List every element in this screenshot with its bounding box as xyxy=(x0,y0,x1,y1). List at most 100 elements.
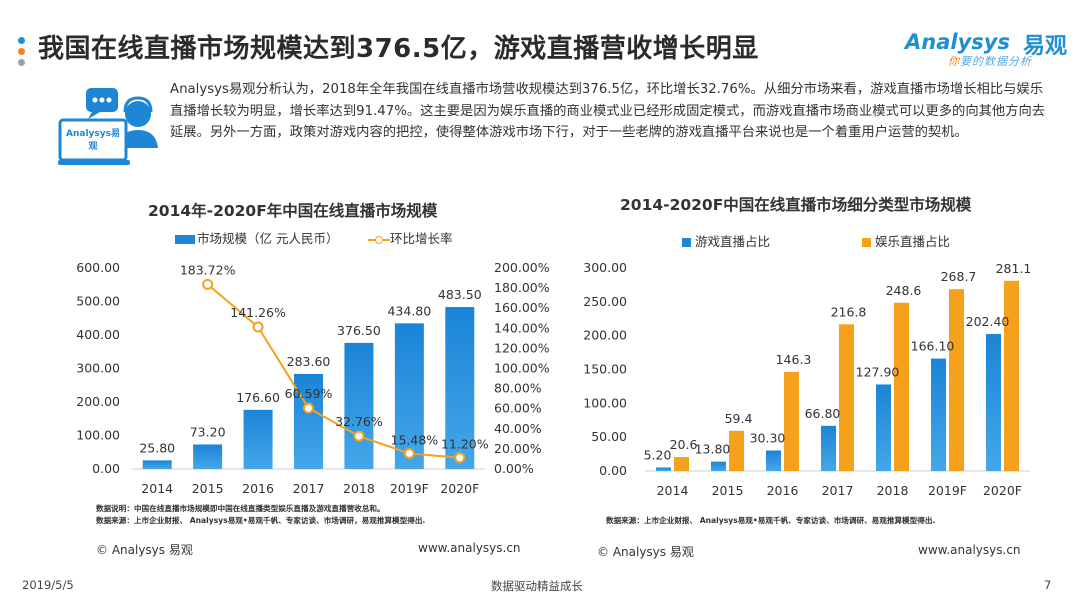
growth-rate-point xyxy=(353,430,365,442)
right-data-note: 数据来源：上市企业财报、 Analysys易观•易观千帆、专家访谈、市场调研、易… xyxy=(606,516,936,525)
y-axis-tick-label: 300.00 xyxy=(583,260,627,275)
accent-dot-gray xyxy=(18,59,25,66)
market-size-data-label: 176.60 xyxy=(236,390,280,405)
market-size-bar xyxy=(294,373,323,469)
logo-cn: 易观 xyxy=(1023,34,1068,59)
market-size-bar xyxy=(142,460,172,469)
entertainment-live-data-label: 216.8 xyxy=(831,304,867,319)
growth-rate-data-label: 15.48% xyxy=(391,432,439,447)
left-note-line-2: 数据来源：上市企业财报、 Analysys易观•易观千帆、专家访谈、市场调研，易… xyxy=(96,516,426,525)
y2-axis-tick-label: 200.00% xyxy=(494,260,550,275)
y-axis-tick-label: 250.00 xyxy=(583,294,627,309)
y2-axis-tick-label: 100.00% xyxy=(494,361,550,376)
game-live-data-label: 30.30 xyxy=(750,430,786,445)
legend-label-entertainment: 娱乐直播占比 xyxy=(875,234,951,249)
game-live-bar xyxy=(876,384,891,471)
left-website: www.analysys.cn xyxy=(418,541,521,555)
market-size-data-label: 376.50 xyxy=(337,323,381,338)
footer-date: 2019/5/5 xyxy=(22,578,74,592)
growth-rate-data-label: 11.20% xyxy=(441,437,489,452)
y2-axis-tick-label: 60.00% xyxy=(494,401,542,416)
growth-rate-point xyxy=(202,278,214,290)
game-live-bar xyxy=(931,358,946,471)
y-axis-tick-label: 600.00 xyxy=(76,260,120,275)
x-axis-tick-label: 2016 xyxy=(767,483,799,498)
growth-rate-point xyxy=(454,452,466,464)
logo-tagline-text: 要的数据分析 xyxy=(960,55,1032,68)
game-live-data-label: 66.80 xyxy=(805,406,841,421)
growth-rate-data-label: 60.59% xyxy=(285,386,333,401)
right-legend-entertainment: 娱乐直播占比 xyxy=(862,231,950,250)
footer-slogan: 数据驱动精益成长 xyxy=(491,579,583,593)
left-legend-bar: 市场规模（亿 元人民币） xyxy=(175,228,338,247)
entertainment-live-data-label: 248.6 xyxy=(886,283,922,298)
right-legend-game: 游戏直播占比 xyxy=(682,231,770,250)
x-axis-tick-label: 2014 xyxy=(657,483,689,498)
right-grouped-bar-chart: 0.00 50.00 100.00 150.00 200.00 250.00 300.00 5… xyxy=(583,260,1032,498)
entertainment-live-bar xyxy=(894,302,909,471)
market-size-data-label: 25.80 xyxy=(139,440,175,455)
y2-axis-tick-label: 40.00% xyxy=(494,421,542,436)
legend-swatch-orange-line xyxy=(368,234,390,246)
left-legend-line: 环比增长率 xyxy=(368,228,453,247)
logo-tagline: 你要的数据分析 xyxy=(948,53,1032,69)
entertainment-live-data-label: 281.1 xyxy=(996,261,1032,276)
market-size-data-label: 283.60 xyxy=(287,354,331,369)
entertainment-live-bar xyxy=(784,372,799,471)
x-axis-tick-label: 2020F xyxy=(440,481,479,496)
left-chart-title: 2014年-2020F年中国在线直播市场规模 xyxy=(148,202,438,220)
legend-label-growth-rate: 环比增长率 xyxy=(390,231,453,246)
growth-rate-data-label: 183.72% xyxy=(180,262,236,277)
accent-dot-blue xyxy=(18,37,25,44)
entertainment-live-data-label: 59.4 xyxy=(725,411,753,426)
growth-rate-data-label: 32.76% xyxy=(335,414,383,429)
x-axis-tick-label: 2015 xyxy=(192,481,224,496)
y2-axis-tick-label: 20.00% xyxy=(494,441,542,456)
right-website: www.analysys.cn xyxy=(918,543,1021,557)
growth-rate-line xyxy=(206,283,460,459)
entertainment-live-bar xyxy=(729,430,744,471)
y2-axis-tick-label: 0.00% xyxy=(494,461,534,476)
legend-label-game: 游戏直播占比 xyxy=(695,234,771,249)
right-copyright: © Analysys 易观 xyxy=(597,545,694,559)
market-size-data-label: 434.80 xyxy=(387,303,431,318)
entertainment-live-data-label: 146.3 xyxy=(776,352,812,367)
growth-rate-point xyxy=(303,402,314,414)
entertainment-live-bar xyxy=(949,289,964,471)
y-axis-tick-label: 100.00 xyxy=(76,428,120,443)
x-axis-tick-label: 2020F xyxy=(983,483,1022,498)
logo-analysys: Analysys xyxy=(905,30,1010,54)
y-axis-tick-label: 400.00 xyxy=(76,327,120,342)
y2-axis-tick-label: 80.00% xyxy=(494,381,542,396)
entertainment-live-data-label: 268.7 xyxy=(941,269,977,284)
legend-swatch-orange-square xyxy=(862,238,871,247)
analysis-description: Analysys易观分析认为，2018年全年我国在线直播市场营收规模达到376.… xyxy=(170,82,1046,140)
y-axis-tick-label: 300.00 xyxy=(76,361,120,376)
market-size-bar xyxy=(445,307,475,469)
right-chart-title: 2014-2020F中国在线直播市场细分类型市场规模 xyxy=(620,196,972,214)
x-axis-tick-label: 2018 xyxy=(343,481,375,496)
market-size-bar xyxy=(193,444,223,469)
game-live-bar xyxy=(986,334,1001,471)
analyst-icon-label: Analysys易观 xyxy=(66,129,120,152)
legend-swatch-blue-square xyxy=(682,238,691,247)
game-live-data-label: 5.20 xyxy=(644,447,672,462)
x-axis-tick-label: 2016 xyxy=(242,481,274,496)
x-axis-tick-label: 2018 xyxy=(877,483,909,498)
game-live-data-label: 127.90 xyxy=(856,364,900,379)
entertainment-live-bar xyxy=(839,324,854,471)
analyst-icon xyxy=(58,86,164,166)
growth-rate-point xyxy=(252,321,264,333)
y-axis-tick-label: 200.00 xyxy=(583,328,627,343)
left-copyright: © Analysys 易观 xyxy=(96,543,193,557)
x-axis-tick-label: 2017 xyxy=(293,481,325,496)
y2-axis-tick-label: 160.00% xyxy=(494,300,550,315)
x-axis-tick-label: 2019F xyxy=(928,483,967,498)
game-live-data-label: 202.40 xyxy=(966,314,1010,329)
y2-axis-tick-label: 120.00% xyxy=(494,340,550,355)
x-axis-tick-label: 2015 xyxy=(712,483,744,498)
y-axis-tick-label: 150.00 xyxy=(583,362,627,377)
game-live-bar xyxy=(821,425,836,471)
y-axis-tick-label: 50.00 xyxy=(591,429,627,444)
page-title: 我国在线直播市场规模达到376.5亿，游戏直播营收增长明显 xyxy=(38,34,759,64)
